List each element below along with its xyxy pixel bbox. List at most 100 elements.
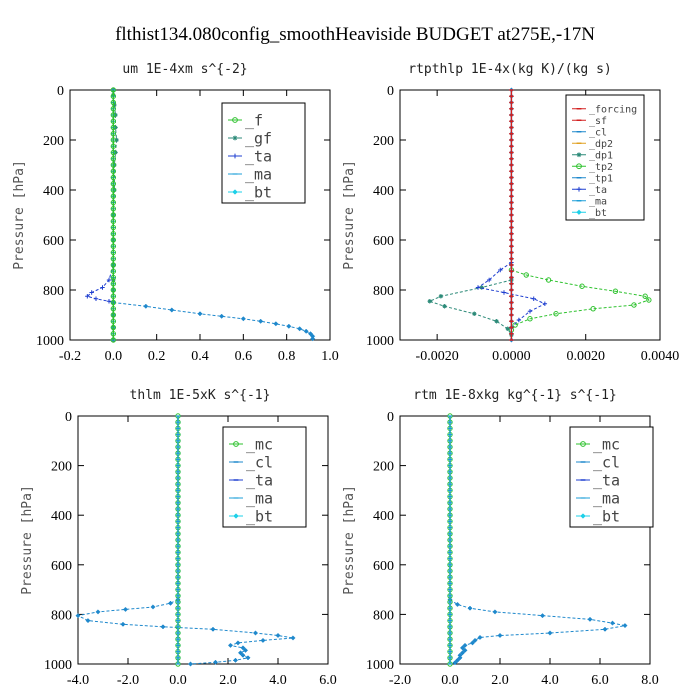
legend-entry: _tp1 <box>589 173 613 184</box>
y-tick-label: 1000 <box>366 334 394 349</box>
legend-entry: _forcing <box>589 104 637 115</box>
data-point <box>531 296 536 301</box>
legend-entry: _mc <box>246 435 273 453</box>
legend-entry: _bt <box>246 507 273 525</box>
plot-frame <box>399 415 651 665</box>
plot-frame <box>77 415 329 665</box>
data-point <box>110 331 117 337</box>
y-tick-label: 200 <box>51 460 72 475</box>
legend-entry: _ta <box>245 147 272 165</box>
data-point <box>112 102 117 108</box>
legend-marker <box>580 513 586 519</box>
data-point <box>486 277 492 283</box>
x-tick-label: 0.0020 <box>566 349 605 364</box>
legend-entry: _dp1 <box>589 150 613 161</box>
data-point <box>602 626 608 632</box>
data-point <box>275 632 281 639</box>
panel-2: rtpthlp 1E-4x(kg K)/(kg s) Pressure [hPa]… <box>342 62 679 364</box>
x-tick-label: 0.0040 <box>641 349 680 364</box>
data-point <box>587 616 593 622</box>
x-tick-label: 0.0000 <box>492 349 531 364</box>
data-point <box>539 613 546 619</box>
x-tick-label: 2.0 <box>491 673 509 688</box>
data-point <box>110 287 117 293</box>
data-point <box>110 312 117 318</box>
legend-marker <box>576 186 582 192</box>
data-point <box>110 243 117 249</box>
data-point <box>245 655 251 661</box>
legend-marker <box>233 441 239 447</box>
data-point <box>122 606 129 612</box>
data-point <box>303 328 309 334</box>
data-point <box>459 650 466 656</box>
series-ma <box>447 415 453 665</box>
y-tick-label: 600 <box>43 234 64 249</box>
data-point <box>553 311 559 317</box>
legend: _f_gf_ta_ma_bt <box>221 102 306 204</box>
y-tick-label: 400 <box>373 509 394 524</box>
legend-entry: _bt <box>593 507 620 525</box>
data-point <box>110 168 117 174</box>
data-point <box>110 181 117 187</box>
data-point <box>110 99 117 106</box>
y-axis-label: Pressure [hPa] <box>342 485 357 595</box>
data-point <box>469 640 476 646</box>
data-point <box>240 316 246 322</box>
data-point <box>110 162 117 168</box>
legend-marker <box>576 152 582 158</box>
panel-4: rtm 1E-8xkg kg^{-1} s^{-1} Pressure [hPa]… <box>342 388 659 688</box>
data-point <box>110 237 117 243</box>
y-axis-label: Pressure [hPa] <box>342 160 357 270</box>
series-line <box>449 599 626 664</box>
data-point <box>227 642 234 648</box>
series-line <box>428 279 512 336</box>
data-point <box>501 290 507 295</box>
y-tick-label: 800 <box>373 284 394 299</box>
data-point <box>110 199 117 206</box>
panel-title: rtpthlp 1E-4x(kg K)/(kg s) <box>408 62 612 77</box>
data-point <box>545 277 552 283</box>
figure-title: flthist134.080config_smoothHeaviside BUD… <box>115 24 595 45</box>
data-point <box>85 618 91 624</box>
data-point <box>110 131 117 137</box>
data-point <box>240 652 246 658</box>
series-line <box>86 264 114 303</box>
data-point <box>479 285 484 290</box>
series-forcing <box>509 89 514 341</box>
data-point <box>642 293 648 299</box>
data-point <box>110 218 117 224</box>
data-point <box>527 316 533 322</box>
data-point <box>516 317 522 323</box>
x-tick-label: 0.0 <box>105 349 123 364</box>
data-point <box>110 224 117 231</box>
y-tick-label: 800 <box>43 284 64 299</box>
data-point <box>547 630 553 636</box>
data-point <box>498 267 503 273</box>
data-point <box>590 306 596 312</box>
y-tick-label: 200 <box>373 134 394 149</box>
data-point <box>242 647 249 653</box>
series-tp2 <box>508 267 652 333</box>
y-tick-label: 400 <box>373 184 394 199</box>
data-point <box>523 272 529 278</box>
legend-entry: _ma <box>246 489 273 507</box>
series-line <box>113 302 314 339</box>
x-tick-label: 4.0 <box>541 673 559 688</box>
data-point <box>106 299 112 304</box>
data-point <box>505 326 510 331</box>
y-tick-label: 0 <box>57 84 64 99</box>
data-point <box>110 174 117 181</box>
legend: _mc_cl_ta_ma_bt <box>569 426 654 528</box>
data-point <box>472 637 478 643</box>
x-tick-label: 0.0 <box>169 673 187 688</box>
legend: _mc_cl_ta_ma_bt <box>222 426 307 528</box>
series-line <box>476 262 547 328</box>
series-bt <box>110 299 316 342</box>
legend-box <box>565 94 645 221</box>
y-tick-label: 0 <box>387 84 394 99</box>
x-tick-label: -0.2 <box>59 349 81 364</box>
y-tick-label: 1000 <box>44 658 72 673</box>
legend-entry: _cl <box>589 127 607 138</box>
y-tick-label: 1000 <box>36 334 64 349</box>
legend-entry: _cl <box>593 453 620 471</box>
